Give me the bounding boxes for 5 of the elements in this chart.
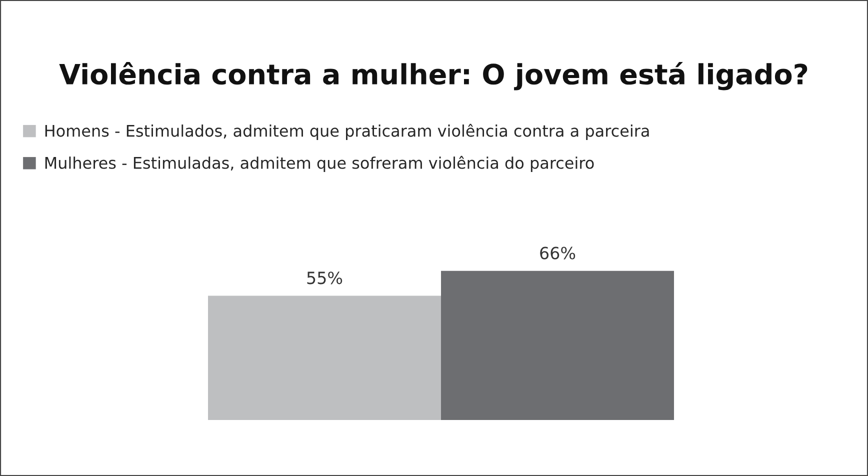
data-label: 66% bbox=[540, 246, 576, 260]
chart-title: Violência contra a mulher: O jovem está ligado? bbox=[59, 62, 808, 90]
data-label: 55% bbox=[307, 272, 342, 284]
legend-label: Homens - Estimulados, admitem que praticaram violência contra a parceira bbox=[45, 124, 649, 140]
legend-label: Mulheres - Estimuladas, admitem que sofreram violência do parceiro bbox=[45, 156, 594, 172]
